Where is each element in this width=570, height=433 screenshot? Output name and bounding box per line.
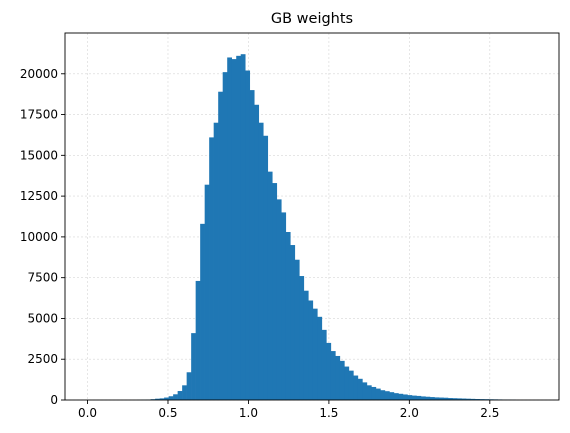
- histogram-bar: [240, 54, 246, 401]
- histogram-bar: [222, 72, 228, 400]
- histogram-bar: [357, 378, 363, 400]
- histogram-bar: [470, 398, 476, 400]
- y-tick-label: 2500: [27, 352, 58, 366]
- histogram-bar: [168, 396, 174, 400]
- histogram-bar: [326, 342, 332, 400]
- histogram-bar: [303, 290, 309, 400]
- histogram-bar: [254, 104, 260, 400]
- histogram-bar: [398, 393, 404, 400]
- histogram-bar: [209, 137, 214, 400]
- histogram-bar: [276, 199, 282, 400]
- histogram-bar: [236, 55, 242, 400]
- x-tick-label: 1.5: [319, 406, 338, 420]
- histogram-bar: [200, 223, 205, 400]
- histogram-bar: [389, 392, 395, 400]
- histogram-bar: [218, 91, 223, 400]
- y-tick-label: 7500: [27, 271, 58, 285]
- histogram-bar: [461, 398, 467, 400]
- x-tick-label: 0.0: [78, 406, 97, 420]
- x-tick-label: 0.5: [158, 406, 177, 420]
- histogram-bar: [447, 398, 453, 400]
- histogram-bar: [375, 388, 381, 400]
- histogram-bar: [420, 396, 426, 400]
- x-tick-label: 2.5: [480, 406, 499, 420]
- histogram-bar: [411, 395, 417, 400]
- histogram-bar: [294, 259, 300, 400]
- histogram-bar: [281, 212, 287, 400]
- histogram-bar: [213, 122, 219, 400]
- histogram-bar: [308, 300, 314, 400]
- x-axis: 0.0 0.5 1.0 1.5 2.0 2.5: [78, 400, 499, 420]
- y-tick-label: 15000: [20, 148, 58, 162]
- histogram-bar: [177, 391, 183, 400]
- histogram-bar: [353, 375, 359, 400]
- x-tick-label: 1.0: [239, 406, 258, 420]
- y-tick-label: 17500: [20, 108, 58, 122]
- y-tick-label: 0: [50, 393, 58, 407]
- histogram-bar: [267, 171, 273, 400]
- histogram-bar: [452, 398, 458, 400]
- chart-title: GB weights: [271, 11, 353, 27]
- y-tick-label: 10000: [20, 230, 58, 244]
- histogram-bar: [182, 385, 187, 400]
- histogram-bar: [317, 316, 323, 400]
- histogram-bar: [475, 399, 480, 400]
- histogram-bar: [366, 385, 372, 400]
- histogram-bar: [425, 396, 431, 400]
- bars-layer: [137, 54, 516, 401]
- histogram-bar: [384, 391, 390, 400]
- histogram-bar: [335, 355, 341, 400]
- histogram-bar: [371, 386, 377, 400]
- histogram-bar: [434, 397, 440, 400]
- histogram-bar: [227, 57, 233, 400]
- histogram-bar: [393, 393, 399, 400]
- histogram-bar: [465, 398, 471, 400]
- histogram-bar: [407, 395, 413, 400]
- histogram-bar: [443, 397, 449, 400]
- histogram-bar: [231, 59, 237, 400]
- histogram-bar: [380, 390, 386, 400]
- histogram-bar: [263, 135, 269, 400]
- histogram-bar: [312, 308, 318, 400]
- y-tick-label: 12500: [20, 189, 58, 203]
- histogram-bar: [155, 398, 160, 400]
- histogram-bar: [258, 122, 264, 400]
- histogram-bar: [186, 372, 192, 400]
- histogram-bar: [456, 398, 462, 400]
- histogram-bar: [402, 394, 408, 400]
- histogram-bar: [344, 366, 350, 400]
- histogram-bar: [249, 90, 255, 400]
- histogram-bar: [362, 382, 368, 400]
- histogram-bar: [191, 333, 196, 400]
- histogram-bar: [429, 397, 435, 400]
- histogram-bar: [195, 280, 201, 400]
- histogram-bar: [321, 329, 327, 400]
- histogram-bar: [159, 398, 165, 400]
- histogram-bar: [245, 70, 251, 400]
- histogram-bar: [164, 397, 169, 400]
- y-tick-label: 20000: [20, 67, 58, 81]
- histogram-bar: [290, 245, 296, 400]
- histogram-bar: [330, 351, 336, 400]
- y-axis: 0 2500 5000 7500 10000 12500 15000 17500 20000: [20, 67, 65, 407]
- histogram-bar: [416, 395, 422, 400]
- histogram-bar: [348, 370, 354, 400]
- plot-frame: [64, 32, 560, 401]
- histogram-bar: [285, 231, 291, 400]
- x-tick-label: 2.0: [400, 406, 419, 420]
- histogram-bar: [204, 184, 210, 400]
- histogram-bar: [173, 394, 178, 400]
- histogram-bar: [339, 360, 345, 400]
- histogram-bar: [272, 183, 278, 400]
- histogram-bar: [299, 276, 305, 400]
- y-tick-label: 5000: [27, 311, 58, 325]
- histogram-bar: [438, 397, 444, 400]
